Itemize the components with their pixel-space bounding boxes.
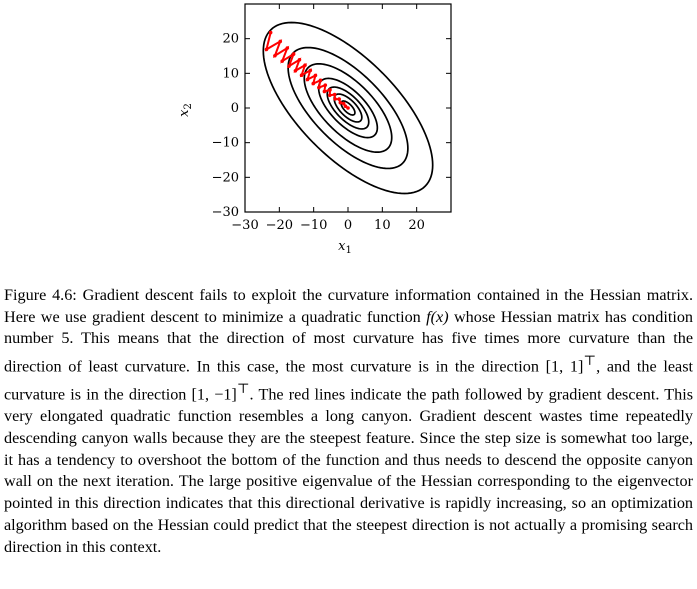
descent-step-point xyxy=(293,68,298,73)
descent-step-point xyxy=(338,100,343,105)
descent-step-point xyxy=(280,59,285,63)
x-tick-label: −20 xyxy=(266,218,293,233)
descent-step-point xyxy=(333,97,337,101)
descent-step-point xyxy=(317,85,321,90)
descent-step-point xyxy=(299,73,304,78)
y-tick-label: 10 xyxy=(222,66,239,81)
contour-level-5 xyxy=(287,46,409,170)
caption-label: Figure 4.6: xyxy=(4,286,77,304)
y-tick-label: −10 xyxy=(212,136,239,151)
caption-text: Figure 4.6: Gradient descent fails to ex… xyxy=(4,286,694,556)
descent-step-point xyxy=(323,83,328,87)
descent-step-point xyxy=(287,64,291,68)
axis-ticks: −30 −20 −10 0 10 20 −30 −20 −10 0 10 20 xyxy=(212,4,451,233)
descent-step-point xyxy=(311,81,316,86)
descent-step-point xyxy=(337,97,341,101)
figure: −30 −20 −10 0 10 20 −30 −20 −10 0 10 20 x1 x2 xyxy=(0,0,697,270)
contour-level-1 xyxy=(333,93,363,123)
y-tick-label: 20 xyxy=(222,32,239,47)
descent-step-point xyxy=(305,77,310,82)
contour-plot: −30 −20 −10 0 10 20 −30 −20 −10 0 10 20 x1 x2 xyxy=(177,3,452,256)
y-tick-label: −20 xyxy=(212,170,239,185)
figure-caption: Figure 4.6: Gradient descent fails to ex… xyxy=(4,285,693,558)
y-axis-label: x2 xyxy=(177,103,194,117)
x-tick-label: −30 xyxy=(231,218,258,233)
x-axis-label: x1 xyxy=(338,239,352,256)
direction-least: [1, −1] xyxy=(191,385,237,404)
descent-step-point xyxy=(297,57,302,62)
y-tick-label: 0 xyxy=(231,101,239,116)
contour-level-6 xyxy=(262,21,434,195)
direction-most: [1, 1] xyxy=(545,357,584,376)
gradient-descent-path xyxy=(264,30,350,110)
descent-step-point xyxy=(268,30,273,35)
x-tick-label: 20 xyxy=(408,218,425,233)
descent-step-point xyxy=(318,78,323,83)
contour-level-0 xyxy=(340,100,356,116)
descent-step-point xyxy=(308,68,313,73)
descent-step-point xyxy=(346,106,350,110)
contour-level-2 xyxy=(326,86,370,130)
contour-level-3 xyxy=(317,77,379,139)
x-tick-label: 10 xyxy=(374,218,391,233)
y-tick-label: −30 xyxy=(212,205,239,220)
descent-step-point xyxy=(313,73,318,78)
descent-step-point xyxy=(343,104,348,109)
descent-step-point xyxy=(332,92,337,97)
x-tick-label: 0 xyxy=(344,218,352,233)
descent-step-point xyxy=(328,93,332,98)
x-tick-label: −10 xyxy=(300,218,327,233)
descent-step-point xyxy=(278,39,283,44)
descent-step-point xyxy=(341,101,346,106)
function-fx: f(x) xyxy=(426,307,449,326)
descent-step-point xyxy=(328,88,332,92)
descent-step-point xyxy=(273,53,277,58)
descent-step-point xyxy=(264,47,269,52)
descent-step-point xyxy=(303,63,307,67)
descent-step-point xyxy=(291,52,296,56)
contour-level-4 xyxy=(303,62,393,154)
descent-step-point xyxy=(285,46,290,50)
descent-step-point xyxy=(322,89,327,94)
contour-lines xyxy=(262,21,434,195)
